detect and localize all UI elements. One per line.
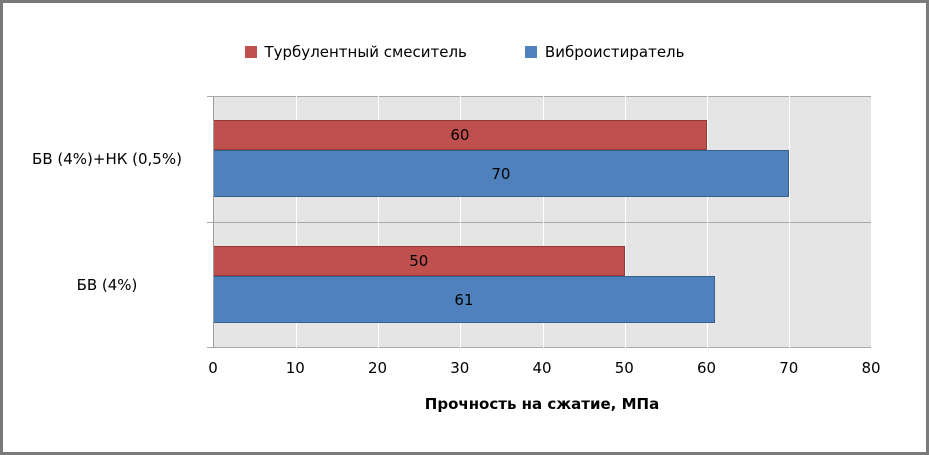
x-tick-label: 30 bbox=[450, 359, 470, 377]
plot-top-border-line bbox=[207, 96, 871, 97]
category-group-2: 50 61 bbox=[214, 222, 871, 348]
legend: Турбулентный смеситель Виброистиратель bbox=[3, 43, 926, 61]
gridline bbox=[378, 96, 380, 348]
x-tick-label: 40 bbox=[532, 359, 552, 377]
legend-label-series1: Турбулентный смеситель bbox=[264, 43, 467, 61]
bar-series1-category2: 50 bbox=[214, 246, 625, 276]
gridline bbox=[542, 96, 544, 348]
x-tick-label: 10 bbox=[285, 359, 305, 377]
x-axis-title: Прочность на сжатие, МПа bbox=[424, 395, 660, 413]
x-tick-label: 0 bbox=[208, 359, 218, 377]
bar-value-label: 60 bbox=[450, 126, 470, 144]
legend-label-series2: Виброистиратель bbox=[544, 43, 685, 61]
legend-item-series2: Виброистиратель bbox=[524, 43, 685, 61]
gridline bbox=[624, 96, 626, 348]
x-axis-line bbox=[207, 347, 871, 348]
gridline bbox=[788, 96, 790, 348]
series2-color-swatch-icon bbox=[524, 46, 537, 58]
category-separator-line bbox=[207, 222, 871, 223]
category-group-1: 60 70 bbox=[214, 96, 871, 222]
gridline bbox=[296, 96, 298, 348]
x-tick-label: 60 bbox=[696, 359, 717, 377]
bar-value-label: 70 bbox=[491, 164, 511, 183]
y-axis-category-label-1: БВ (4%)+НК (0,5%) bbox=[32, 150, 182, 168]
bar-series2-category2: 61 bbox=[214, 276, 715, 323]
bar-value-label: 50 bbox=[409, 252, 429, 270]
gridline bbox=[460, 96, 462, 348]
legend-item-series1: Турбулентный смеситель bbox=[244, 43, 467, 61]
bar-value-label: 61 bbox=[454, 290, 474, 309]
gridline bbox=[871, 96, 872, 348]
x-tick-label: 20 bbox=[367, 359, 388, 377]
y-axis-category-label-2: БВ (4%) bbox=[76, 276, 138, 294]
plot-area: 60 70 50 61 bbox=[207, 96, 872, 348]
x-tick-label: 80 bbox=[861, 359, 881, 377]
x-tick-label: 50 bbox=[614, 359, 634, 377]
bar-series2-category1: 70 bbox=[214, 150, 789, 197]
series1-color-swatch-icon bbox=[244, 46, 257, 58]
bar-series1-category1: 60 bbox=[214, 120, 707, 150]
x-axis-ticks: 0 10 20 30 40 50 60 70 80 bbox=[208, 359, 880, 379]
gridline bbox=[706, 96, 708, 348]
x-tick-label: 70 bbox=[779, 359, 799, 377]
